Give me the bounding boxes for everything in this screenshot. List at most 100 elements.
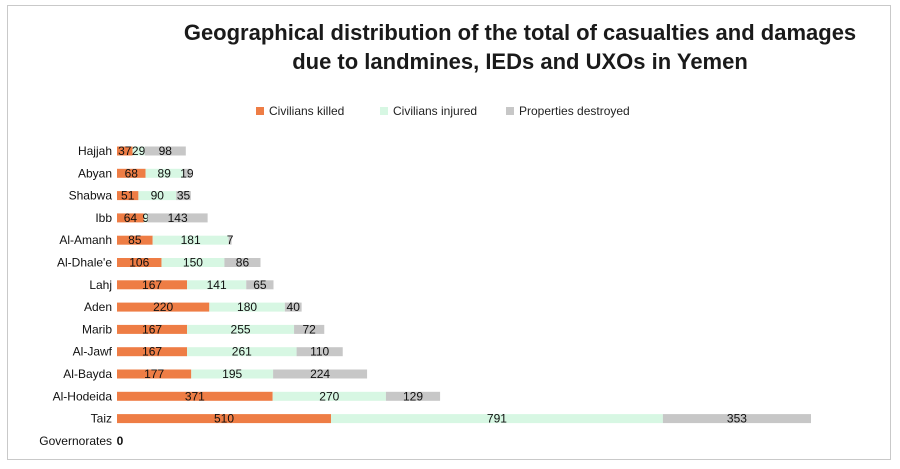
category-label-lahj: Lahj	[89, 278, 112, 292]
legend-swatch-civilians-killed	[256, 107, 264, 115]
bar-civilians-killed-al-bayda	[117, 369, 192, 379]
bar-civilians-injured-lahj	[187, 280, 247, 290]
value-label-civilians-injured-al-bayda: 195	[222, 367, 242, 381]
bar-civilians-killed-lahj	[117, 280, 188, 290]
value-label-properties-destroyed-al-jawf: 110	[310, 345, 329, 359]
value-label-civilians-injured-al-hodeida: 270	[319, 389, 339, 403]
category-label-governorates: Governorates	[39, 434, 112, 448]
bar-civilians-injured-marib	[187, 324, 295, 334]
legend-label-civilians-injured: Civilians injured	[393, 104, 478, 118]
legend-item-civilians-killed: Civilians killed	[256, 104, 344, 118]
category-label-abyan: Abyan	[78, 166, 112, 180]
value-label-properties-destroyed-marib: 72	[302, 322, 316, 336]
bar-civilians-injured-hajjah	[132, 146, 145, 156]
value-label-civilians-injured-al-amanh: 181	[181, 233, 201, 247]
value-label-properties-destroyed-lahj: 65	[253, 278, 267, 292]
legend-label-civilians-killed: Civilians killed	[269, 104, 345, 118]
legend-swatch-properties-destroyed	[506, 107, 514, 115]
legend-swatch-civilians-injured	[380, 107, 388, 115]
chart-legend: Civilians killed Civilians injured Prope…	[0, 104, 900, 120]
value-label-civilians-killed-governorates: 0	[117, 434, 124, 448]
bar-civilians-killed-shabwa	[117, 191, 139, 201]
value-label-civilians-injured-abyan: 89	[158, 166, 172, 180]
value-label-properties-destroyed-al-bayda: 224	[310, 367, 330, 381]
value-label-properties-destroyed-abyan: 19	[180, 166, 194, 180]
bar-civilians-killed-abyan	[117, 168, 146, 178]
value-label-civilians-injured-hajjah: 29	[132, 144, 146, 158]
category-label-al-dhale-e: Al-Dhale'e	[57, 256, 112, 270]
value-label-civilians-injured-ibb: 9	[142, 211, 149, 225]
value-label-civilians-killed-marib: 167	[142, 322, 162, 336]
value-label-civilians-injured-aden: 180	[237, 300, 257, 314]
bar-civilians-killed-al-amanh	[117, 235, 153, 245]
bar-civilians-injured-al-hodeida	[272, 391, 386, 401]
bar-civilians-injured-abyan	[145, 168, 183, 178]
bar-properties-destroyed-al-bayda	[273, 369, 368, 379]
bar-civilians-injured-al-jawf	[187, 347, 297, 357]
bar-civilians-killed-al-jawf	[117, 347, 188, 357]
value-label-properties-destroyed-al-amanh: 7	[227, 233, 234, 247]
chart-frame	[7, 5, 891, 460]
bar-civilians-injured-taiz	[330, 414, 663, 424]
bar-properties-destroyed-al-amanh	[228, 235, 232, 245]
bar-civilians-killed-hajjah	[117, 146, 133, 156]
value-label-civilians-killed-al-bayda: 177	[144, 367, 164, 381]
bar-civilians-killed-ibb	[117, 213, 144, 223]
bar-civilians-injured-al-amanh	[152, 235, 229, 245]
category-label-al-amanh: Al-Amanh	[59, 233, 112, 247]
category-label-hajjah: Hajjah	[78, 144, 112, 158]
value-label-civilians-killed-taiz: 510	[214, 412, 234, 426]
chart-title-line-1: Geographical distribution of the total o…	[183, 20, 857, 45]
bar-civilians-injured-al-bayda	[191, 369, 274, 379]
bar-civilians-killed-al-dhale-e	[117, 258, 162, 267]
legend-item-properties-destroyed: Properties destroyed	[506, 104, 630, 118]
bar-civilians-killed-taiz	[117, 414, 331, 424]
category-label-al-jawf: Al-Jawf	[73, 345, 113, 359]
category-label-marib: Marib	[82, 322, 112, 336]
value-label-civilians-killed-al-hodeida: 371	[185, 389, 205, 403]
bar-properties-destroyed-hajjah	[144, 146, 186, 156]
category-label-shabwa: Shabwa	[69, 189, 113, 203]
value-label-properties-destroyed-al-dhale-e: 86	[236, 256, 250, 270]
bar-properties-destroyed-al-hodeida	[385, 391, 441, 401]
bar-properties-destroyed-aden	[284, 302, 302, 312]
bar-properties-destroyed-abyan	[182, 168, 191, 178]
bar-properties-destroyed-al-dhale-e	[224, 258, 261, 267]
bar-properties-destroyed-ibb	[147, 213, 208, 223]
bar-properties-destroyed-lahj	[246, 280, 274, 290]
value-label-civilians-injured-al-jawf: 261	[232, 345, 252, 359]
value-label-properties-destroyed-hajjah: 98	[159, 144, 173, 158]
value-label-civilians-killed-al-dhale-e: 106	[129, 256, 149, 270]
bar-civilians-injured-aden	[209, 302, 285, 312]
legend-item-civilians-injured: Civilians injured	[380, 104, 477, 118]
category-label-al-bayda: Al-Bayda	[63, 367, 112, 381]
value-label-civilians-injured-al-dhale-e: 150	[183, 256, 203, 270]
value-label-civilians-injured-shabwa: 90	[151, 189, 165, 203]
category-label-al-hodeida: Al-Hodeida	[53, 389, 113, 403]
bar-properties-destroyed-marib	[294, 324, 325, 334]
value-label-civilians-injured-marib: 255	[231, 322, 251, 336]
legend-label-properties-destroyed: Properties destroyed	[519, 104, 630, 118]
value-label-civilians-killed-aden: 220	[153, 300, 173, 314]
category-label-ibb: Ibb	[95, 211, 112, 225]
value-label-civilians-injured-taiz: 791	[487, 412, 507, 426]
bar-civilians-injured-al-dhale-e	[161, 258, 225, 267]
value-label-properties-destroyed-al-hodeida: 129	[403, 389, 423, 403]
bar-properties-destroyed-shabwa	[176, 191, 191, 201]
value-label-civilians-killed-ibb: 64	[124, 211, 138, 225]
value-label-properties-destroyed-aden: 40	[287, 300, 301, 314]
bar-civilians-injured-shabwa	[138, 191, 177, 201]
bar-properties-destroyed-taiz	[662, 414, 811, 424]
bar-civilians-killed-aden	[117, 302, 210, 312]
bar-civilians-killed-marib	[117, 324, 188, 334]
value-label-properties-destroyed-ibb: 143	[168, 211, 188, 225]
category-label-aden: Aden	[84, 300, 112, 314]
value-label-properties-destroyed-shabwa: 35	[177, 189, 191, 203]
value-label-civilians-killed-al-jawf: 167	[142, 345, 162, 359]
bar-properties-destroyed-al-jawf	[296, 347, 343, 357]
value-label-civilians-killed-al-amanh: 85	[128, 233, 142, 247]
value-label-civilians-killed-hajjah: 37	[118, 144, 132, 158]
chart-title: Geographical distribution of the total o…	[150, 18, 890, 76]
value-label-civilians-injured-lahj: 141	[207, 278, 227, 292]
